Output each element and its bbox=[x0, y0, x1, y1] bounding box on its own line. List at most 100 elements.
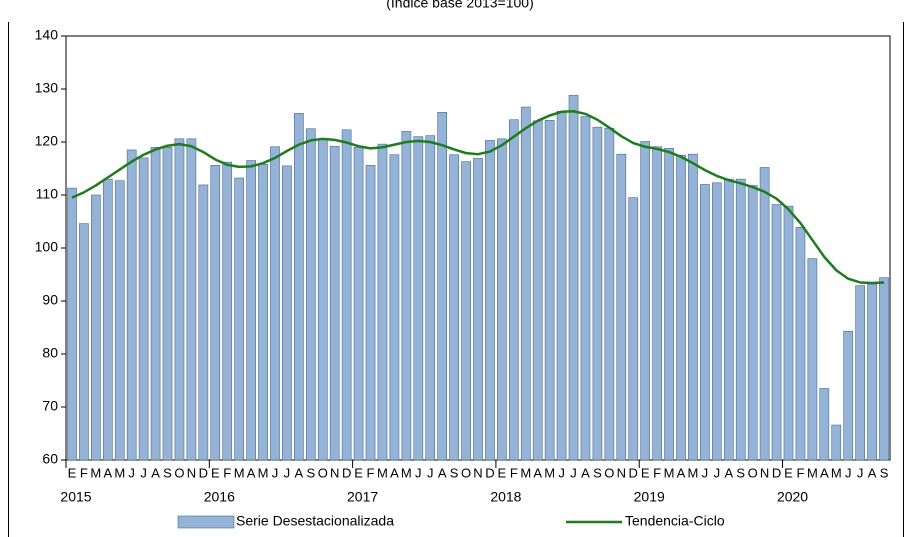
x-tick-label: O bbox=[174, 465, 184, 480]
bar bbox=[616, 153, 627, 461]
bar bbox=[186, 138, 197, 461]
bar bbox=[282, 165, 292, 461]
bar bbox=[222, 161, 233, 461]
x-tick-label: J bbox=[702, 465, 709, 480]
bar bbox=[508, 119, 519, 461]
bar bbox=[270, 146, 280, 461]
bar bbox=[126, 149, 137, 461]
bar bbox=[592, 126, 603, 461]
x-tick-label: D bbox=[772, 465, 781, 480]
bar bbox=[879, 277, 889, 461]
x-tick-label: M bbox=[234, 465, 245, 480]
x-tick-label: J bbox=[272, 465, 279, 480]
bar bbox=[604, 127, 615, 461]
bar bbox=[520, 106, 531, 461]
bar bbox=[747, 185, 758, 461]
trend-line bbox=[71, 110, 885, 285]
x-tick-label: E bbox=[211, 465, 220, 480]
x-tick-label: A bbox=[247, 465, 256, 480]
x-tick-label: S bbox=[163, 465, 172, 480]
x-tick-label: A bbox=[533, 465, 542, 480]
y-tick-label: 110 bbox=[36, 186, 59, 202]
x-tick-label: D bbox=[199, 465, 208, 480]
x-tick-label: S bbox=[880, 465, 889, 480]
bar bbox=[102, 178, 113, 461]
bar bbox=[317, 138, 328, 461]
x-tick-label: M bbox=[544, 465, 555, 480]
x-tick-label: E bbox=[68, 465, 77, 480]
bar bbox=[341, 129, 352, 461]
bar bbox=[843, 330, 854, 461]
y-tick-label: 90 bbox=[42, 292, 58, 308]
bar bbox=[688, 153, 698, 461]
bar bbox=[568, 95, 579, 461]
x-tick-label: J bbox=[427, 465, 434, 480]
bar bbox=[246, 160, 256, 461]
x-tick-label: S bbox=[736, 465, 745, 480]
x-tick-label: N bbox=[330, 465, 339, 480]
bar bbox=[114, 180, 125, 461]
y-tick-label: 70 bbox=[42, 398, 58, 414]
x-tick-label: F bbox=[80, 465, 88, 480]
bar bbox=[723, 178, 734, 461]
bar bbox=[497, 138, 507, 461]
bar bbox=[305, 128, 316, 461]
x-tick-label: A bbox=[581, 465, 590, 480]
bar bbox=[389, 154, 400, 461]
legend-label: Tendencia-Ciclo bbox=[625, 513, 725, 529]
x-tick-label: A bbox=[868, 465, 877, 480]
bar bbox=[855, 285, 865, 461]
bar bbox=[91, 194, 101, 461]
x-tick-label: M bbox=[114, 465, 125, 480]
bar bbox=[162, 147, 173, 461]
x-tick-label: A bbox=[390, 465, 399, 480]
bar bbox=[771, 204, 782, 461]
x-tick-label: D bbox=[629, 465, 638, 480]
year-label: 2017 bbox=[347, 489, 378, 505]
bar bbox=[401, 131, 412, 461]
x-tick-label: N bbox=[760, 465, 769, 480]
x-tick-label: F bbox=[367, 465, 375, 480]
bar bbox=[819, 388, 830, 461]
x-tick-label: S bbox=[450, 465, 459, 480]
x-tick-label: J bbox=[558, 465, 565, 480]
x-tick-label: S bbox=[306, 465, 315, 480]
chart-subtitle: (Índice base 2013=100) bbox=[386, 0, 534, 11]
bar bbox=[329, 145, 340, 461]
bar bbox=[353, 147, 364, 461]
x-tick-label: J bbox=[857, 465, 864, 480]
year-label: 2015 bbox=[60, 489, 91, 505]
x-tick-label: J bbox=[284, 465, 291, 480]
x-tick-label: N bbox=[187, 465, 196, 480]
bar bbox=[365, 165, 376, 461]
x-tick-label: O bbox=[461, 465, 471, 480]
x-tick-label: F bbox=[653, 465, 661, 480]
x-tick-label: M bbox=[688, 465, 699, 480]
x-tick-label: F bbox=[223, 465, 231, 480]
x-tick-label: A bbox=[438, 465, 447, 480]
bar bbox=[234, 177, 244, 461]
bar bbox=[556, 110, 567, 461]
x-tick-label: D bbox=[485, 465, 494, 480]
x-tick-label: N bbox=[617, 465, 626, 480]
x-tick-label: O bbox=[748, 465, 758, 480]
bar bbox=[198, 184, 209, 461]
x-tick-label: M bbox=[807, 465, 818, 480]
bar bbox=[580, 116, 591, 461]
bar bbox=[700, 184, 710, 461]
x-tick-label: M bbox=[520, 465, 531, 480]
x-tick-label: E bbox=[354, 465, 363, 480]
x-tick-label: J bbox=[140, 465, 147, 480]
y-tick-label: 80 bbox=[42, 345, 58, 361]
y-tick-label: 120 bbox=[35, 133, 59, 149]
bar bbox=[544, 119, 555, 461]
bar bbox=[449, 154, 459, 461]
x-tick-label: A bbox=[724, 465, 733, 480]
bar bbox=[676, 154, 686, 461]
x-tick-label: J bbox=[128, 465, 135, 480]
bar bbox=[783, 205, 794, 461]
x-tick-label: J bbox=[570, 465, 577, 480]
x-tick-label: M bbox=[401, 465, 412, 480]
x-tick-label: A bbox=[820, 465, 829, 480]
